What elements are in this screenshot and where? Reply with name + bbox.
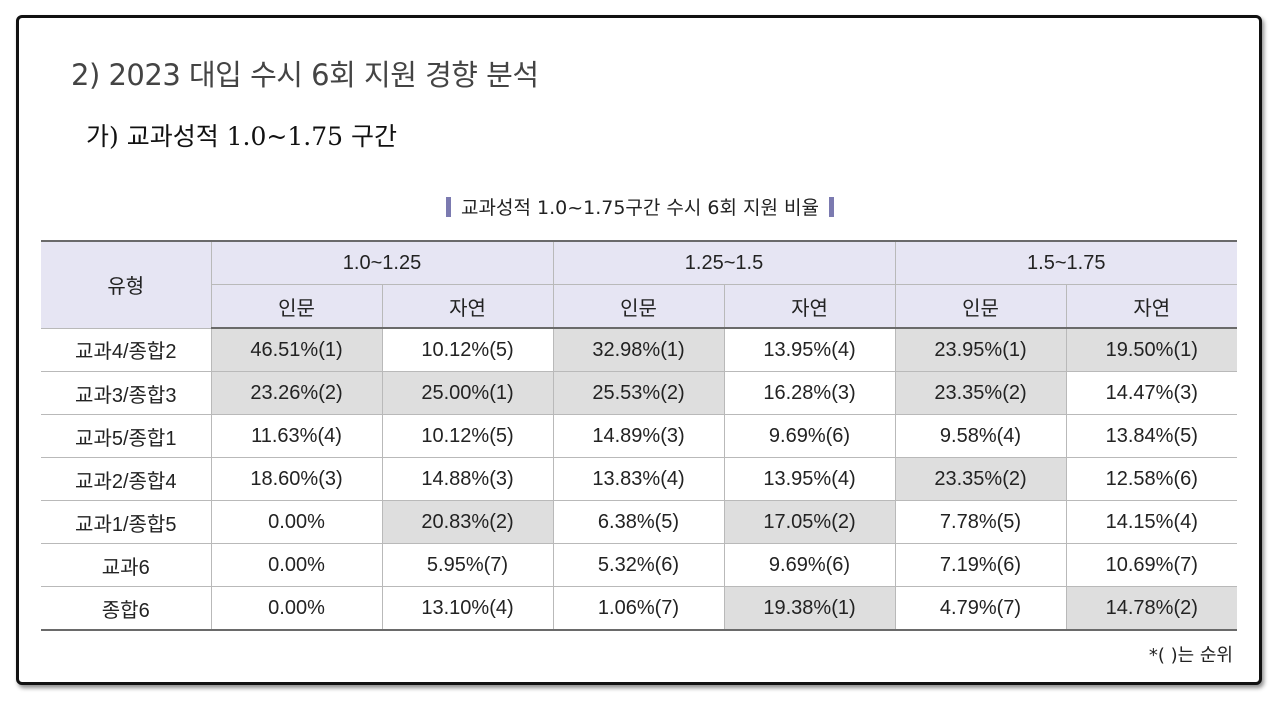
table-cell: 19.38%(1) bbox=[723, 586, 896, 631]
table-cell: 13.10%(4) bbox=[381, 586, 554, 631]
caption-bar-right bbox=[828, 197, 834, 217]
table-cell: 18.60%(3) bbox=[210, 457, 383, 501]
subgroup-header: 인문 bbox=[894, 284, 1067, 329]
table-cell: 14.78%(2) bbox=[1065, 586, 1237, 631]
table-row: 교과1/종합5 0.00% 20.83%(2) 6.38%(5) 17.05%(2) 7.… bbox=[41, 500, 1237, 544]
table-cell: 5.95%(7) bbox=[381, 543, 554, 587]
table-cell: 23.26%(2) bbox=[210, 371, 383, 415]
row-label: 교과2/종합4 bbox=[41, 457, 212, 501]
table-cell: 6.38%(5) bbox=[552, 500, 725, 544]
table-cell: 10.12%(5) bbox=[381, 327, 554, 372]
table-cell: 23.95%(1) bbox=[894, 327, 1067, 372]
table-cell: 9.69%(6) bbox=[723, 543, 896, 587]
table-cell: 1.06%(7) bbox=[552, 586, 725, 631]
table-cell: 14.88%(3) bbox=[381, 457, 554, 501]
group-header: 1.0~1.25 bbox=[210, 240, 554, 285]
table-cell: 32.98%(1) bbox=[552, 327, 725, 372]
table-cell: 10.12%(5) bbox=[381, 414, 554, 458]
subgroup-header: 인문 bbox=[552, 284, 725, 329]
corner-header: 유형 bbox=[41, 240, 212, 329]
table-row: 교과5/종합1 11.63%(4) 10.12%(5) 14.89%(3) 9.69%(… bbox=[41, 414, 1237, 458]
table-cell: 17.05%(2) bbox=[723, 500, 896, 544]
table-cell: 13.95%(4) bbox=[723, 457, 896, 501]
table-cell: 14.47%(3) bbox=[1065, 371, 1237, 415]
table-header-row-groups: 유형 1.0~1.25 1.25~1.5 1.5~1.75 bbox=[41, 240, 1237, 329]
row-label: 교과5/종합1 bbox=[41, 414, 212, 458]
table-cell: 16.28%(3) bbox=[723, 371, 896, 415]
section-title: 2) 2023 대입 수시 6회 지원 경향 분석 bbox=[71, 58, 539, 92]
table-body: 교과4/종합2 46.51%(1) 10.12%(5) 32.98%(1) 13.95%… bbox=[41, 327, 1237, 631]
table-cell: 14.89%(3) bbox=[552, 414, 725, 458]
table-cell: 9.69%(6) bbox=[723, 414, 896, 458]
subgroup-header: 자연 bbox=[381, 284, 554, 329]
table-cell: 5.32%(6) bbox=[552, 543, 725, 587]
table-cell: 23.35%(2) bbox=[894, 457, 1067, 501]
footnote: *( )는 순위 bbox=[1148, 645, 1233, 666]
table-cell: 20.83%(2) bbox=[381, 500, 554, 544]
table-row: 교과6 0.00% 5.95%(7) 5.32%(6) 9.69%(6) 7.19%(6)… bbox=[41, 543, 1237, 587]
subgroup-header: 자연 bbox=[1065, 284, 1237, 329]
table-cell: 11.63%(4) bbox=[210, 414, 383, 458]
row-label: 종합6 bbox=[41, 586, 212, 631]
table-cell: 0.00% bbox=[210, 500, 383, 544]
table-cell: 19.50%(1) bbox=[1065, 327, 1237, 372]
group-header: 1.5~1.75 bbox=[894, 240, 1237, 285]
sub-title: 가) 교과성적 1.0~1.75 구간 bbox=[86, 122, 397, 151]
table-cell: 0.00% bbox=[210, 543, 383, 587]
table-cell: 12.58%(6) bbox=[1065, 457, 1237, 501]
table-row: 교과3/종합3 23.26%(2) 25.00%(1) 25.53%(2) 16.28%… bbox=[41, 371, 1237, 415]
table-row: 종합6 0.00% 13.10%(4) 1.06%(7) 19.38%(1) 4.79%(… bbox=[41, 586, 1237, 631]
row-label: 교과1/종합5 bbox=[41, 500, 212, 544]
row-label: 교과6 bbox=[41, 543, 212, 587]
table-cell: 13.95%(4) bbox=[723, 327, 896, 372]
table-cell: 10.69%(7) bbox=[1065, 543, 1237, 587]
row-label: 교과4/종합2 bbox=[41, 327, 212, 372]
table-cell: 13.84%(5) bbox=[1065, 414, 1237, 458]
table-cell: 25.53%(2) bbox=[552, 371, 725, 415]
table-caption-text: 교과성적 1.0~1.75구간 수시 6회 지원 비율 bbox=[461, 197, 819, 219]
table-cell: 25.00%(1) bbox=[381, 371, 554, 415]
table-cell: 9.58%(4) bbox=[894, 414, 1067, 458]
data-table: 유형 1.0~1.25 1.25~1.5 1.5~1.75 인문 자연 인문 자… bbox=[41, 240, 1237, 631]
table-cell: 23.35%(2) bbox=[894, 371, 1067, 415]
table-row: 교과4/종합2 46.51%(1) 10.12%(5) 32.98%(1) 13.95%… bbox=[41, 327, 1237, 372]
caption-bar-left bbox=[446, 197, 452, 217]
table-cell: 13.83%(4) bbox=[552, 457, 725, 501]
table-cell: 0.00% bbox=[210, 586, 383, 631]
table-cell: 7.19%(6) bbox=[894, 543, 1067, 587]
table-cell: 4.79%(7) bbox=[894, 586, 1067, 631]
row-label: 교과3/종합3 bbox=[41, 371, 212, 415]
subgroup-header: 인문 bbox=[211, 284, 383, 329]
group-header: 1.25~1.5 bbox=[552, 240, 896, 285]
table-row: 교과2/종합4 18.60%(3) 14.88%(3) 13.83%(4) 13.95%… bbox=[41, 457, 1237, 501]
table-cell: 46.51%(1) bbox=[210, 327, 383, 372]
table-cell: 14.15%(4) bbox=[1065, 500, 1237, 544]
subgroup-header: 자연 bbox=[723, 284, 896, 329]
table-header-row-subgroups: 인문 자연 인문 자연 인문 자연 bbox=[41, 284, 1237, 329]
table-cell: 7.78%(5) bbox=[894, 500, 1067, 544]
table-caption: 교과성적 1.0~1.75구간 수시 6회 지원 비율 bbox=[0, 193, 1280, 220]
